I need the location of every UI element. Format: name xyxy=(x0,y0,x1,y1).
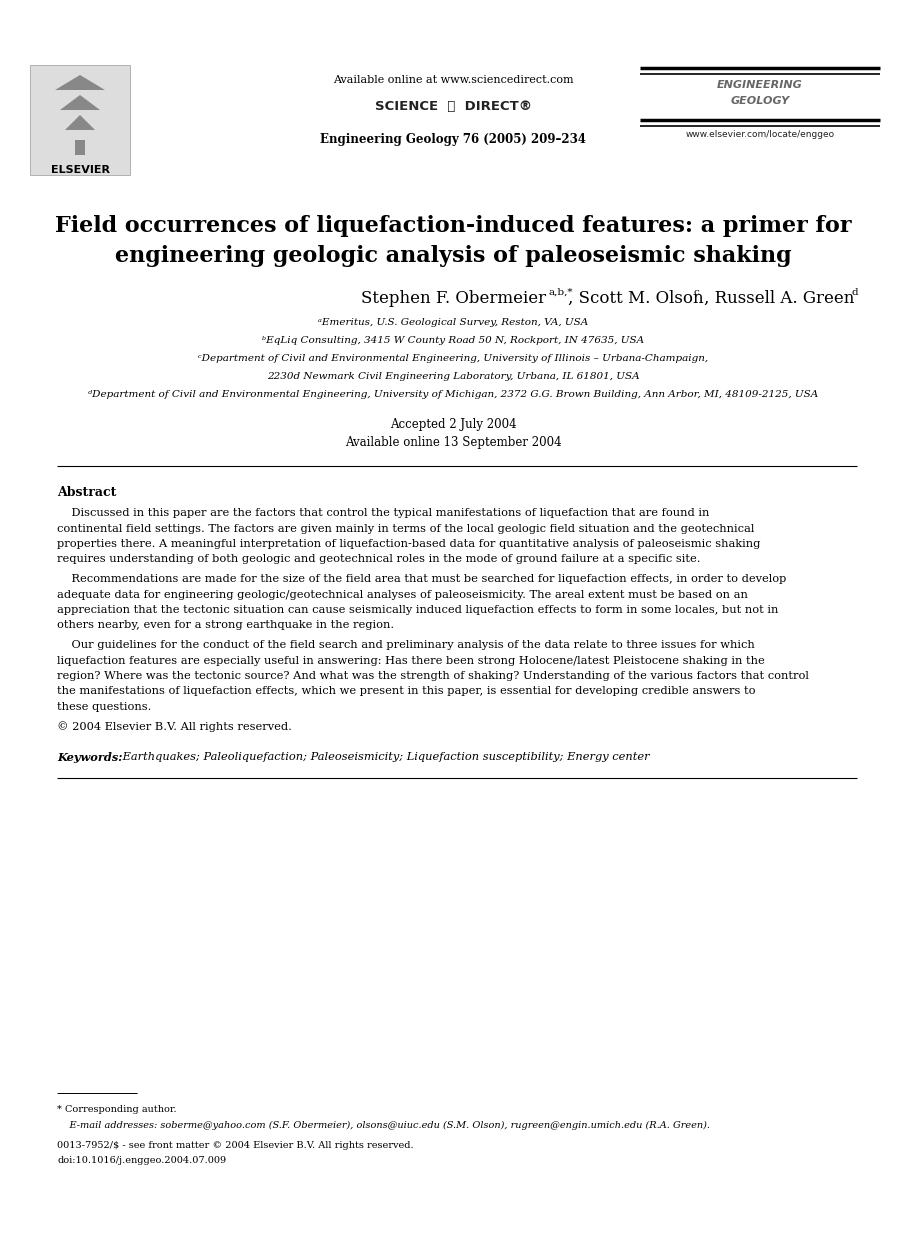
Text: adequate data for engineering geologic/geotechnical analyses of paleoseismicity.: adequate data for engineering geologic/g… xyxy=(57,589,748,599)
Text: Engineering Geology 76 (2005) 209–234: Engineering Geology 76 (2005) 209–234 xyxy=(320,132,587,146)
Text: appreciation that the tectonic situation can cause seismically induced liquefact: appreciation that the tectonic situation… xyxy=(57,605,778,615)
Text: requires understanding of both geologic and geotechnical roles in the mode of gr: requires understanding of both geologic … xyxy=(57,555,700,565)
Text: 0013-7952/$ - see front matter © 2004 Elsevier B.V. All rights reserved.: 0013-7952/$ - see front matter © 2004 El… xyxy=(57,1141,414,1150)
Text: these questions.: these questions. xyxy=(57,702,151,712)
Text: Stephen F. Obermeier: Stephen F. Obermeier xyxy=(361,290,546,307)
Polygon shape xyxy=(60,95,100,110)
Text: E-mail addresses: soberme@yahoo.com (S.F. Obermeier), olsons@uiuc.edu (S.M. Olso: E-mail addresses: soberme@yahoo.com (S.F… xyxy=(57,1120,710,1130)
Text: ᵃEmeritus, U.S. Geological Survey, Reston, VA, USA: ᵃEmeritus, U.S. Geological Survey, Resto… xyxy=(318,318,589,327)
Text: continental field settings. The factors are given mainly in terms of the local g: continental field settings. The factors … xyxy=(57,524,755,534)
Text: Available online at www.sciencedirect.com: Available online at www.sciencedirect.co… xyxy=(333,76,574,85)
Text: region? Where was the tectonic source? And what was the strength of shaking? Und: region? Where was the tectonic source? A… xyxy=(57,671,809,681)
Text: , Russell A. Green: , Russell A. Green xyxy=(704,290,853,307)
Text: ᶜDepartment of Civil and Environmental Engineering, University of Illinois – Urb: ᶜDepartment of Civil and Environmental E… xyxy=(199,354,708,363)
Bar xyxy=(30,66,130,175)
Text: Abstract: Abstract xyxy=(57,487,116,499)
Text: ᵈDepartment of Civil and Environmental Engineering, University of Michigan, 2372: ᵈDepartment of Civil and Environmental E… xyxy=(88,390,819,399)
Text: doi:10.1016/j.enggeo.2004.07.009: doi:10.1016/j.enggeo.2004.07.009 xyxy=(57,1156,226,1165)
Text: ᵇEqLiq Consulting, 3415 W County Road 50 N, Rockport, IN 47635, USA: ᵇEqLiq Consulting, 3415 W County Road 50… xyxy=(262,335,645,345)
Bar xyxy=(75,140,85,155)
Text: © 2004 Elsevier B.V. All rights reserved.: © 2004 Elsevier B.V. All rights reserved… xyxy=(57,722,292,733)
Text: Earthquakes; Paleoliquefaction; Paleoseismicity; Liquefaction susceptibility; En: Earthquakes; Paleoliquefaction; Paleosei… xyxy=(119,751,649,763)
Text: others nearby, even for a strong earthquake in the region.: others nearby, even for a strong earthqu… xyxy=(57,620,395,630)
Polygon shape xyxy=(65,115,95,130)
Text: Discussed in this paper are the factors that control the typical manifestations : Discussed in this paper are the factors … xyxy=(57,508,709,517)
Text: Accepted 2 July 2004: Accepted 2 July 2004 xyxy=(390,418,517,431)
Text: Keywords:: Keywords: xyxy=(57,751,122,763)
Text: , Scott M. Olson: , Scott M. Olson xyxy=(569,290,704,307)
Text: properties there. A meaningful interpretation of liquefaction-based data for qua: properties there. A meaningful interpret… xyxy=(57,539,760,548)
Text: ENGINEERING: ENGINEERING xyxy=(717,80,803,90)
Text: liquefaction features are especially useful in answering: Has there been strong : liquefaction features are especially use… xyxy=(57,655,765,666)
Text: www.elsevier.com/locate/enggeo: www.elsevier.com/locate/enggeo xyxy=(686,130,834,139)
Text: the manifestations of liquefaction effects, which we present in this paper, is e: the manifestations of liquefaction effec… xyxy=(57,687,756,697)
Text: engineering geologic analysis of paleoseismic shaking: engineering geologic analysis of paleose… xyxy=(115,245,792,267)
Polygon shape xyxy=(55,76,105,90)
Text: Our guidelines for the conduct of the field search and preliminary analysis of t: Our guidelines for the conduct of the fi… xyxy=(57,640,755,650)
Text: * Corresponding author.: * Corresponding author. xyxy=(57,1106,177,1114)
Text: Recommendations are made for the size of the field area that must be searched fo: Recommendations are made for the size of… xyxy=(57,574,786,584)
Text: SCIENCE  ⓓ  DIRECT®: SCIENCE ⓓ DIRECT® xyxy=(375,100,532,113)
Text: 2230d Newmark Civil Engineering Laboratory, Urbana, IL 61801, USA: 2230d Newmark Civil Engineering Laborato… xyxy=(268,371,639,381)
Text: GEOLOGY: GEOLOGY xyxy=(730,97,790,106)
Text: Field occurrences of liquefaction-induced features: a primer for: Field occurrences of liquefaction-induce… xyxy=(55,215,852,236)
Text: c: c xyxy=(694,288,699,297)
Text: d: d xyxy=(852,288,858,297)
Text: a,b,*: a,b,* xyxy=(549,288,573,297)
Text: ELSEVIER: ELSEVIER xyxy=(51,165,110,175)
Text: Available online 13 September 2004: Available online 13 September 2004 xyxy=(346,436,561,449)
